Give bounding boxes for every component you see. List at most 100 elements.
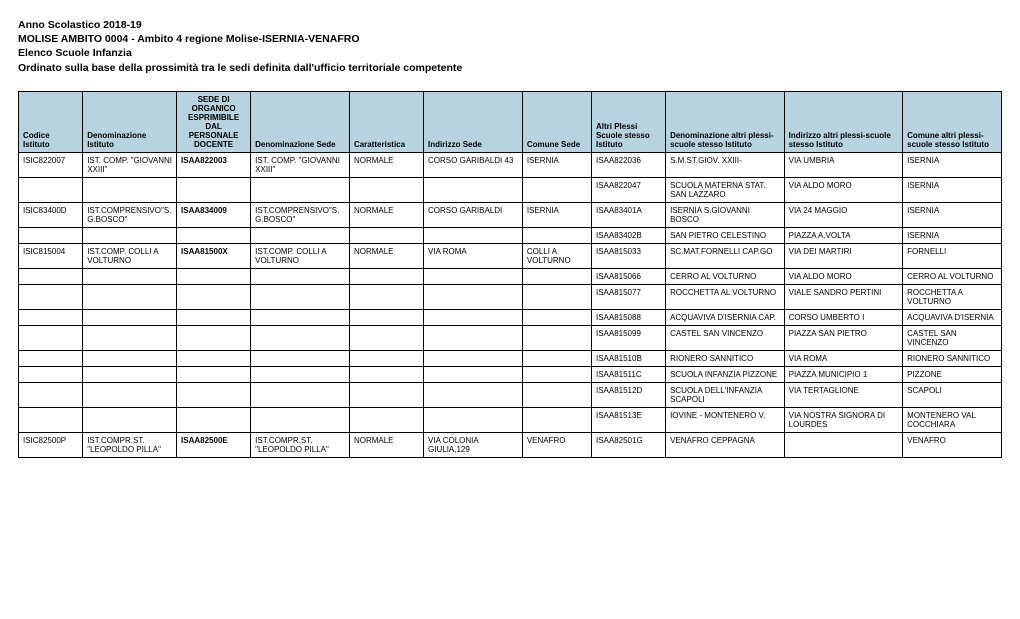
table-cell	[349, 366, 423, 382]
table-cell: CORSO GARIBALDI	[424, 202, 523, 227]
col-caratteristica: Caratteristica	[349, 91, 423, 152]
table-cell: MONTENERO VAL COCCHIARA	[903, 407, 1002, 432]
table-cell	[424, 309, 523, 325]
table-cell	[83, 350, 177, 366]
table-cell: CASTEL SAN VINCENZO	[666, 325, 785, 350]
table-cell: NORMALE	[349, 243, 423, 268]
table-cell: ISAA81513E	[591, 407, 665, 432]
table-cell: ISAA815099	[591, 325, 665, 350]
table-cell: VIA ALDO MORO	[784, 268, 903, 284]
table-row: ISIC82500PIST.COMPR.ST. "LEOPOLDO PILLA"…	[19, 432, 1002, 457]
col-comune-altri: Comune altri plessi-scuole stesso Istitu…	[903, 91, 1002, 152]
table-row: ISAA81513EIOVINE - MONTENERO V.VIA NOSTR…	[19, 407, 1002, 432]
table-row: ISAA81512DSCUOLA DELL'INFANZIA SCAPOLIVI…	[19, 382, 1002, 407]
table-row: ISAA822047SCUOLA MATERNA STAT. SAN LAZZA…	[19, 177, 1002, 202]
table-cell	[83, 366, 177, 382]
col-denominazione-sede: Denominazione Sede	[251, 91, 350, 152]
table-cell: VENAFRO	[522, 432, 591, 457]
table-cell: ISAA834009	[177, 202, 251, 227]
table-cell	[19, 309, 83, 325]
table-cell	[83, 407, 177, 432]
table-cell	[424, 366, 523, 382]
table-cell	[83, 177, 177, 202]
col-denominazione-istituto: Denominazione Istituto	[83, 91, 177, 152]
col-indirizzo-sede: Indirizzo Sede	[424, 91, 523, 152]
table-cell	[349, 268, 423, 284]
table-cell	[177, 382, 251, 407]
table-cell: VENAFRO CEPPAGNA	[666, 432, 785, 457]
header-line-2: MOLISE AMBITO 0004 - Ambito 4 regione Mo…	[18, 32, 1002, 46]
table-cell: ISERNIA	[522, 202, 591, 227]
table-header-row: Codice Istituto Denominazione Istituto S…	[19, 91, 1002, 152]
table-cell: CERRO AL VOLTURNO	[903, 268, 1002, 284]
table-cell	[177, 366, 251, 382]
table-cell: VIA COLONIA GIULIA,129	[424, 432, 523, 457]
table-cell: VIA ROMA	[784, 350, 903, 366]
col-denominazione-altri: Denominazione altri plessi-scuole stesso…	[666, 91, 785, 152]
table-cell: S.M.ST.GIOV. XXIII-	[666, 152, 785, 177]
header-line-1: Anno Scolastico 2018-19	[18, 18, 1002, 32]
table-cell: IST. COMP. "GIOVANNI XXIII"	[251, 152, 350, 177]
table-cell: IOVINE - MONTENERO V.	[666, 407, 785, 432]
table-cell: VENAFRO	[903, 432, 1002, 457]
table-cell: ISIC815004	[19, 243, 83, 268]
table-cell	[251, 309, 350, 325]
table-cell	[349, 350, 423, 366]
table-cell	[424, 350, 523, 366]
table-cell	[83, 382, 177, 407]
header-line-4: Ordinato sulla base della prossimità tra…	[18, 61, 1002, 75]
table-cell: NORMALE	[349, 432, 423, 457]
table-cell	[19, 325, 83, 350]
table-cell	[83, 309, 177, 325]
table-cell: VIA UMBRIA	[784, 152, 903, 177]
table-cell	[424, 382, 523, 407]
table-cell: ISERNIA	[903, 227, 1002, 243]
table-cell	[251, 325, 350, 350]
table-cell: ISAA822003	[177, 152, 251, 177]
table-cell: IST.COMP. COLLI A VOLTURNO	[251, 243, 350, 268]
table-cell	[424, 177, 523, 202]
table-cell	[19, 268, 83, 284]
table-cell: SCUOLA DELL'INFANZIA SCAPOLI	[666, 382, 785, 407]
table-cell	[251, 407, 350, 432]
table-cell	[251, 366, 350, 382]
table-cell: ISAA815077	[591, 284, 665, 309]
table-cell	[424, 407, 523, 432]
table-cell: ISIC82500P	[19, 432, 83, 457]
table-cell	[424, 227, 523, 243]
table-row: ISAA81510BRIONERO SANNITICOVIA ROMARIONE…	[19, 350, 1002, 366]
table-cell: CORSO UMBERTO I	[784, 309, 903, 325]
table-row: ISAA81511CSCUOLA INFANZIA PIZZONEPIAZZA …	[19, 366, 1002, 382]
table-row: ISAA815099CASTEL SAN VINCENZOPIAZZA SAN …	[19, 325, 1002, 350]
table-row: ISAA815077ROCCHETTA AL VOLTURNOVIALE SAN…	[19, 284, 1002, 309]
table-cell	[251, 284, 350, 309]
table-row: ISIC815004IST.COMP. COLLI A VOLTURNOISAA…	[19, 243, 1002, 268]
table-cell: ISERNIA	[522, 152, 591, 177]
table-cell: IST.COMPRENSIVO"S.G.BOSCO"	[251, 202, 350, 227]
table-cell: ISAA83401A	[591, 202, 665, 227]
table-cell	[83, 268, 177, 284]
table-row: ISAA815088ACQUAVIVA D'ISERNIA CAP.CORSO …	[19, 309, 1002, 325]
table-cell	[19, 382, 83, 407]
table-cell	[424, 325, 523, 350]
table-cell: SAN PIETRO CELESTINO	[666, 227, 785, 243]
table-cell	[19, 350, 83, 366]
table-cell: SCAPOLI	[903, 382, 1002, 407]
table-cell: VIA DEI MARTIRI	[784, 243, 903, 268]
table-cell	[83, 325, 177, 350]
table-cell	[19, 407, 83, 432]
table-row: ISAA815066CERRO AL VOLTURNOVIA ALDO MORO…	[19, 268, 1002, 284]
table-cell: PIAZZA SAN PIETRO	[784, 325, 903, 350]
table-cell	[177, 268, 251, 284]
table-cell: IST.COMP. COLLI A VOLTURNO	[83, 243, 177, 268]
table-cell: ISAA81511C	[591, 366, 665, 382]
header-line-3: Elenco Scuole Infanzia	[18, 46, 1002, 60]
table-cell	[83, 227, 177, 243]
table-cell: ISERNIA	[903, 177, 1002, 202]
table-cell: ISAA81500X	[177, 243, 251, 268]
table-cell	[177, 309, 251, 325]
table-cell: ISIC83400D	[19, 202, 83, 227]
table-cell: CASTEL SAN VINCENZO	[903, 325, 1002, 350]
table-cell: ACQUAVIVA D'ISERNIA	[903, 309, 1002, 325]
table-cell: ISAA82500E	[177, 432, 251, 457]
